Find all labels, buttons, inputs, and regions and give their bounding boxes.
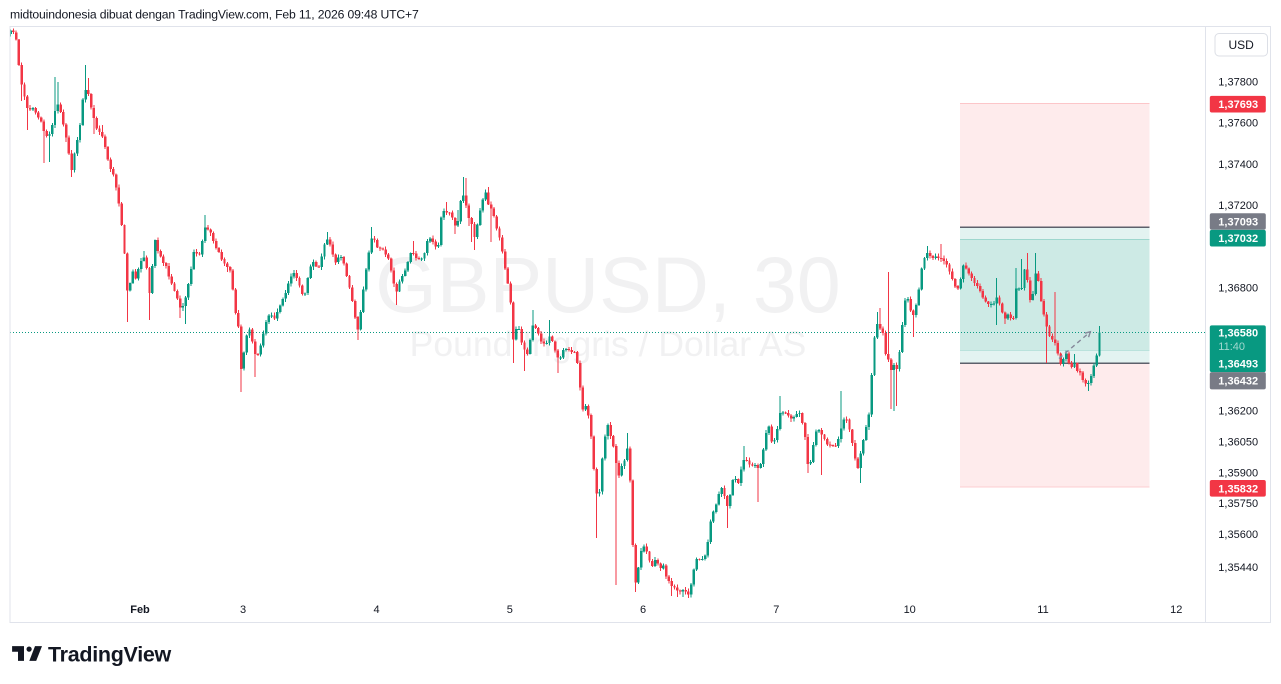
svg-text:1,36050: 1,36050 xyxy=(1218,437,1258,449)
svg-text:1,37400: 1,37400 xyxy=(1218,159,1258,171)
svg-text:1,37200: 1,37200 xyxy=(1218,200,1258,212)
svg-text:Feb: Feb xyxy=(130,604,150,616)
svg-text:USD: USD xyxy=(1229,38,1255,52)
svg-text:1,35900: 1,35900 xyxy=(1218,467,1258,479)
svg-text:1,35832: 1,35832 xyxy=(1218,483,1258,495)
svg-text:1,36493: 1,36493 xyxy=(1218,358,1258,370)
svg-text:1,37600: 1,37600 xyxy=(1218,118,1258,130)
svg-text:7: 7 xyxy=(773,604,779,616)
svg-text:12: 12 xyxy=(1170,604,1182,616)
svg-text:1,37693: 1,37693 xyxy=(1218,99,1258,111)
svg-text:1,36432: 1,36432 xyxy=(1218,376,1258,388)
svg-text:11: 11 xyxy=(1037,604,1048,616)
svg-text:4: 4 xyxy=(373,604,379,616)
svg-text:1,35600: 1,35600 xyxy=(1218,529,1258,541)
svg-text:Pound Inggris / Dollar AS: Pound Inggris / Dollar AS xyxy=(410,324,807,364)
svg-text:1,35440: 1,35440 xyxy=(1218,562,1258,574)
svg-text:1,36580: 1,36580 xyxy=(1218,328,1258,340)
svg-text:GBPUSD, 30: GBPUSD, 30 xyxy=(375,240,840,329)
svg-text:11:40: 11:40 xyxy=(1218,341,1245,353)
svg-text:1,37800: 1,37800 xyxy=(1218,77,1258,89)
svg-text:6: 6 xyxy=(640,604,646,616)
svg-text:1,37032: 1,37032 xyxy=(1218,233,1258,245)
svg-text:midtouindonesia dibuat dengan: midtouindonesia dibuat dengan TradingVie… xyxy=(10,8,419,22)
svg-text:3: 3 xyxy=(240,604,246,616)
svg-text:TradingView: TradingView xyxy=(48,643,172,667)
svg-text:1,37093: 1,37093 xyxy=(1218,217,1258,229)
svg-text:10: 10 xyxy=(904,604,916,616)
svg-text:1,36800: 1,36800 xyxy=(1218,282,1258,294)
svg-text:5: 5 xyxy=(507,604,513,616)
svg-text:1,36200: 1,36200 xyxy=(1218,406,1258,418)
svg-text:1,35750: 1,35750 xyxy=(1218,498,1258,510)
